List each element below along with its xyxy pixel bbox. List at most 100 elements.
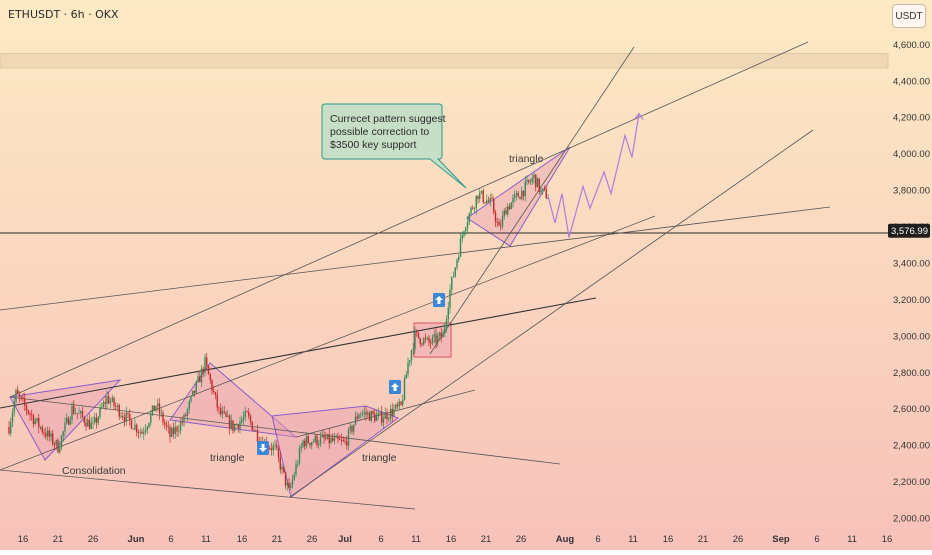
candle-body xyxy=(356,416,358,419)
candle-body xyxy=(276,444,278,449)
x-tick-label: 16 xyxy=(237,534,248,545)
candle-body xyxy=(461,235,463,239)
candle-body xyxy=(78,413,80,414)
candle-body xyxy=(80,411,82,414)
candle-body xyxy=(13,401,15,413)
x-tick-label: 16 xyxy=(18,534,29,545)
candle-body xyxy=(416,330,418,333)
candle-body xyxy=(323,435,325,439)
y-tick-label: 2,400.00 xyxy=(893,441,930,452)
x-tick-label: 6 xyxy=(168,534,173,545)
candle-body xyxy=(239,421,241,429)
candle-body xyxy=(235,424,238,426)
candle-body xyxy=(87,419,89,427)
candle-body xyxy=(538,178,540,192)
candle-body xyxy=(388,418,390,420)
candle-body xyxy=(389,408,392,419)
candle-body xyxy=(393,409,395,416)
x-tick-label: 21 xyxy=(698,534,709,545)
candle-body xyxy=(125,412,127,422)
signal-down-1[interactable] xyxy=(257,441,269,455)
candle-body xyxy=(179,422,182,431)
candle-body xyxy=(435,334,437,343)
candle-body xyxy=(41,427,43,432)
candle-body xyxy=(458,256,460,261)
candle-body xyxy=(377,413,379,416)
candle-body xyxy=(251,421,253,431)
candle-body xyxy=(200,368,203,383)
x-tick-label: 21 xyxy=(53,534,64,545)
candle-body xyxy=(493,199,495,213)
candle-body xyxy=(144,429,147,433)
candle-body xyxy=(288,483,290,488)
label-consolidation: Consolidation xyxy=(62,465,126,477)
candle-body xyxy=(22,397,24,399)
candle-body xyxy=(284,471,287,486)
label-triangle-3: triangle xyxy=(509,153,544,165)
currency-button[interactable]: USDT xyxy=(892,4,926,28)
candle-body xyxy=(102,402,105,408)
candle-body xyxy=(223,411,225,413)
candle-body xyxy=(64,422,66,432)
candle-body xyxy=(69,419,71,425)
x-tick-label: 16 xyxy=(882,534,893,545)
x-tick-label: Aug xyxy=(556,534,575,545)
candle-body xyxy=(127,412,129,414)
candle-body xyxy=(178,430,180,432)
candle-body xyxy=(169,427,171,437)
x-tick-label: 11 xyxy=(411,534,421,545)
signal-up-2[interactable] xyxy=(433,293,445,307)
candle-body xyxy=(503,210,505,217)
candle-body xyxy=(43,431,45,434)
candle-body xyxy=(228,415,231,429)
candle-body xyxy=(234,424,236,431)
candle-body xyxy=(88,419,91,429)
x-tick-label: Jun xyxy=(128,534,145,545)
candle-body xyxy=(363,412,365,414)
candle-body xyxy=(216,394,218,408)
candle-body xyxy=(8,426,10,434)
candle-body xyxy=(358,414,360,419)
x-tick-label: 6 xyxy=(595,534,600,545)
candle-body xyxy=(482,190,484,203)
candle-body xyxy=(498,221,500,226)
candle-body xyxy=(374,413,376,422)
symbol-title: ETHUSDT · 6h · OKX xyxy=(8,8,119,21)
candle-body xyxy=(157,403,159,407)
candle-body xyxy=(319,436,322,444)
candle-body xyxy=(470,207,472,214)
candle-body xyxy=(501,216,504,227)
mid-trendline xyxy=(0,206,831,311)
x-tick-label: 21 xyxy=(272,534,283,545)
candle-body xyxy=(176,426,178,432)
candle-body xyxy=(291,479,294,486)
signal-up-1[interactable] xyxy=(389,380,401,394)
candle-body xyxy=(136,424,138,433)
candle-body xyxy=(463,231,465,236)
candle-body xyxy=(333,437,336,441)
candle-body xyxy=(25,405,28,411)
candle-body xyxy=(50,433,52,437)
candle-body xyxy=(162,412,164,423)
candle-body xyxy=(465,228,467,232)
candle-body xyxy=(139,431,141,433)
candle-body xyxy=(183,414,185,423)
candle-body xyxy=(437,335,439,343)
candle-body xyxy=(111,397,113,402)
candle-body xyxy=(410,350,413,361)
candle-body xyxy=(340,439,343,441)
candle-body xyxy=(85,422,87,427)
y-tick-label: 4,600.00 xyxy=(893,40,930,51)
candle-body xyxy=(423,338,425,345)
candle-body xyxy=(477,195,479,200)
candle-body xyxy=(330,438,332,444)
candle-body xyxy=(407,362,409,375)
candle-body xyxy=(309,442,311,446)
candle-body xyxy=(540,189,542,192)
candle-body xyxy=(220,408,222,415)
candle-body xyxy=(512,197,514,203)
candle-body xyxy=(39,427,42,428)
candle-body xyxy=(361,413,364,415)
candle-body xyxy=(487,200,490,202)
